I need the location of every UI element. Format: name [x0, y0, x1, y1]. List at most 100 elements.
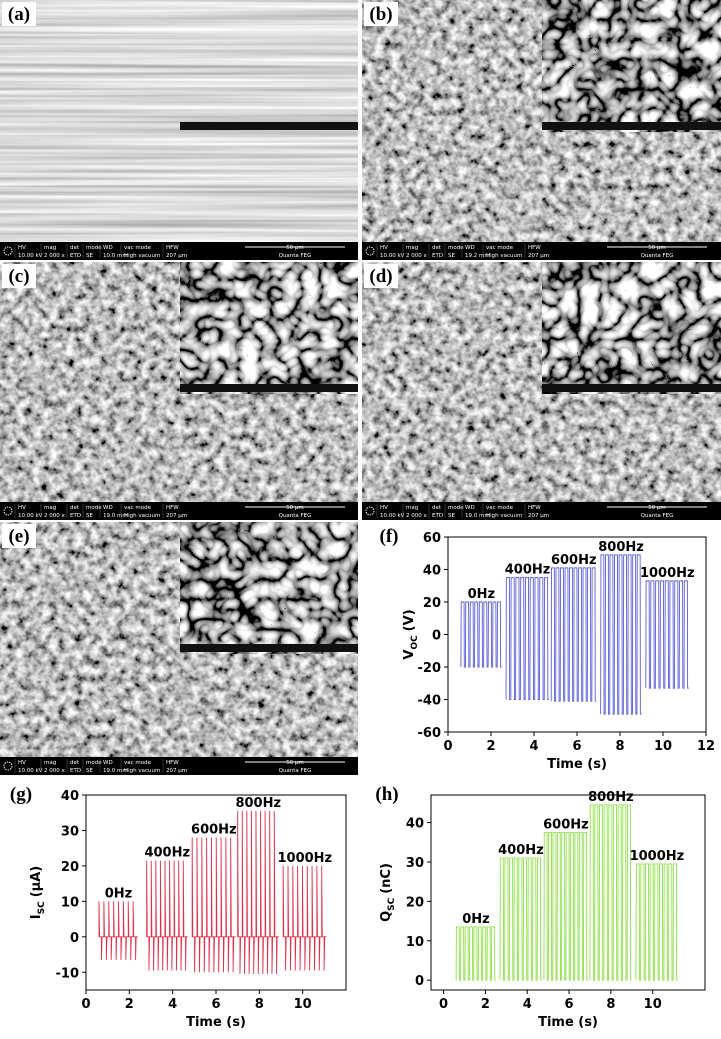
y-tick-label: 10	[61, 895, 79, 910]
pulse-group	[237, 810, 279, 975]
x-tick-label: 0	[81, 997, 90, 1012]
sem-inset	[180, 0, 358, 132]
x-tick-label: 8	[615, 739, 624, 754]
panel-label-box	[2, 2, 36, 26]
inset-info-bar	[180, 644, 358, 652]
info-field-name: mag	[44, 505, 56, 511]
info-field-name: vac mode	[124, 505, 152, 511]
y-tick-label: 30	[61, 824, 79, 839]
panel-label-box	[364, 2, 398, 26]
panel-label: (f)	[380, 526, 399, 547]
x-tick-label: 2	[486, 739, 495, 754]
info-field-name: mag	[44, 760, 56, 766]
info-field-value: 19.0 mm	[103, 768, 128, 774]
info-field-name: WD	[103, 245, 113, 251]
info-field-value: High vacuum	[124, 513, 160, 519]
panel-label: (e)	[8, 526, 29, 547]
info-field-value: SE	[86, 768, 93, 774]
pulse-group	[645, 580, 689, 689]
group-label: 600Hz	[543, 817, 589, 832]
info-field-name: HV	[380, 505, 388, 511]
pulse-group	[191, 837, 236, 973]
fei-logo	[365, 246, 375, 256]
info-field-name: det	[70, 505, 80, 511]
sem-inset	[542, 262, 721, 394]
panel-label: (d)	[369, 266, 392, 287]
info-field-value: 10.00 kV	[18, 253, 43, 259]
y-tick-label: 40	[61, 789, 79, 804]
pulse-group	[98, 901, 138, 960]
pulse-group	[282, 865, 327, 971]
y-label-symbol: Q	[379, 911, 394, 922]
group-label: 600Hz	[551, 553, 597, 568]
y-label-symbol: I	[29, 914, 44, 919]
info-field-name: mode	[86, 245, 102, 251]
info-field-value: High vacuum	[124, 253, 160, 259]
pulse-group	[550, 567, 597, 702]
x-tick-label: 2	[481, 997, 490, 1012]
info-field-name: HFW	[166, 245, 179, 251]
info-field-value: 19.0 mm	[465, 513, 490, 519]
x-tick-label: 4	[529, 739, 538, 754]
y-tick-label: 0	[70, 931, 79, 946]
info-field-name: HV	[18, 505, 26, 511]
group-label: 400Hz	[498, 843, 544, 858]
group-label: 1000Hz	[630, 849, 685, 864]
instrument: Quanta FEG	[279, 768, 312, 774]
x-tick-label: 2	[125, 997, 134, 1012]
fei-logo	[365, 506, 375, 516]
y-label-subscript: OC	[410, 635, 420, 650]
info-field-value: 19.2 mm	[465, 253, 490, 259]
group-label: 400Hz	[144, 846, 190, 861]
scale-label: 50 µm	[286, 760, 304, 766]
group-label: 400Hz	[505, 563, 551, 578]
info-field-name: HFW	[166, 505, 179, 511]
info-field-value: 2 000 x	[406, 513, 427, 519]
info-field-value: High vacuum	[124, 768, 160, 774]
group-label: 800Hz	[598, 540, 644, 555]
panel-label-box	[372, 524, 406, 548]
panel-label: (c)	[8, 266, 29, 287]
info-field-name: det	[432, 505, 442, 511]
info-field-value: ETD	[70, 253, 81, 259]
y-axis-label: QSC (nC)	[379, 863, 397, 922]
info-field-value: 2 000 x	[44, 513, 65, 519]
info-field-name: WD	[103, 760, 113, 766]
x-axis-label: Time (s)	[186, 1015, 246, 1030]
info-field-value: High vacuum	[486, 513, 522, 519]
x-tick-label: 6	[565, 997, 574, 1012]
group-label: 800Hz	[588, 790, 634, 805]
info-field-name: mode	[448, 505, 464, 511]
pulse-group	[460, 601, 502, 668]
y-tick-label: -40	[418, 694, 442, 709]
info-field-value: SE	[86, 513, 93, 519]
x-tick-label: 10	[294, 997, 312, 1012]
fei-logo	[3, 506, 13, 516]
info-field-value: 207 µm	[528, 513, 549, 519]
y-tick-label: 10	[406, 935, 424, 950]
scale-label: 50 µm	[648, 505, 666, 511]
x-tick-label: 8	[255, 997, 264, 1012]
pulse-group	[600, 554, 642, 715]
info-field-name: HFW	[528, 245, 541, 251]
y-tick-label: -10	[56, 966, 80, 981]
x-axis-label: Time (s)	[538, 1015, 598, 1030]
info-field-value: ETD	[70, 768, 81, 774]
sem-inset	[180, 522, 358, 654]
x-axis-label: Time (s)	[547, 757, 607, 772]
info-field-value: High vacuum	[486, 253, 522, 259]
info-field-value: 2 000 x	[406, 253, 427, 259]
info-field-name: vac mode	[486, 245, 514, 251]
info-field-name: det	[70, 760, 80, 766]
panel-label-box	[364, 264, 398, 288]
scale-label: 50 µm	[648, 245, 666, 251]
y-label-unit: (nC)	[379, 863, 394, 894]
info-field-name: mode	[86, 505, 102, 511]
pulse-group	[505, 577, 550, 700]
pulse-group	[455, 926, 496, 981]
info-field-name: WD	[465, 505, 475, 511]
y-tick-label: -20	[418, 661, 442, 676]
x-tick-label: 4	[168, 997, 177, 1012]
info-field-name: det	[432, 245, 442, 251]
